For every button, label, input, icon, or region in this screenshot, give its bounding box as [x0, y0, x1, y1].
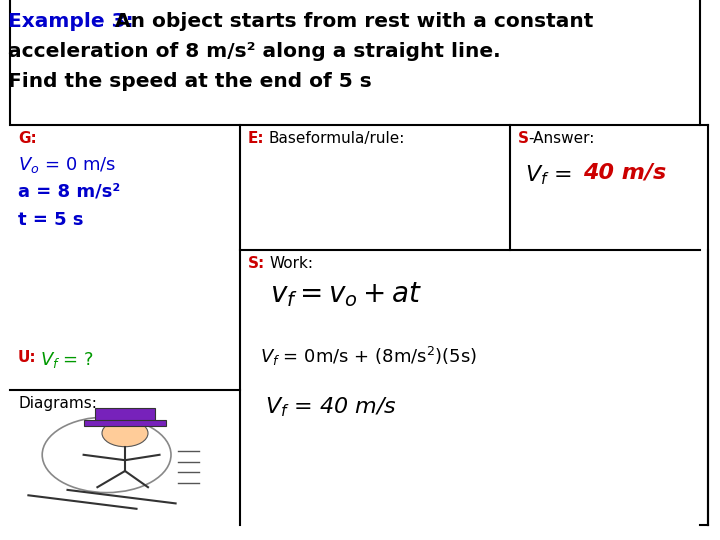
Text: a = 8 m/s²: a = 8 m/s² [18, 183, 120, 201]
Text: S: S [518, 131, 529, 146]
Text: G:: G: [18, 131, 37, 146]
Text: $V_f$ =: $V_f$ = [525, 163, 574, 187]
Text: $V_o$ = 0 m/s: $V_o$ = 0 m/s [18, 155, 116, 175]
Text: $v_f = v_o + at$: $v_f = v_o + at$ [270, 280, 422, 309]
Text: 40 m/s: 40 m/s [583, 163, 666, 183]
Text: An object starts from rest with a constant: An object starts from rest with a consta… [108, 12, 593, 31]
Text: t = 5 s: t = 5 s [18, 211, 84, 229]
Circle shape [42, 417, 171, 492]
Text: Example 3:: Example 3: [8, 12, 134, 31]
Text: Diagrams:: Diagrams: [18, 396, 97, 411]
FancyBboxPatch shape [84, 420, 166, 427]
Text: $V_f$ = 40 m/s: $V_f$ = 40 m/s [265, 395, 397, 418]
Text: $V_f$ = 0m/s + (8m/s$^2$)(5s): $V_f$ = 0m/s + (8m/s$^2$)(5s) [260, 345, 477, 368]
Text: $V_f$ = ?: $V_f$ = ? [40, 350, 94, 370]
Text: E:: E: [248, 131, 265, 146]
Text: U:: U: [18, 350, 37, 365]
Text: Find the speed at the end of 5 s: Find the speed at the end of 5 s [8, 72, 372, 91]
Text: Work:: Work: [270, 256, 314, 271]
Text: S:: S: [248, 256, 265, 271]
Text: acceleration of 8 m/s² along a straight line.: acceleration of 8 m/s² along a straight … [8, 42, 500, 61]
Circle shape [102, 420, 148, 447]
Text: -Answer:: -Answer: [528, 131, 595, 146]
FancyBboxPatch shape [95, 408, 155, 424]
Text: Baseformula/rule:: Baseformula/rule: [268, 131, 405, 146]
